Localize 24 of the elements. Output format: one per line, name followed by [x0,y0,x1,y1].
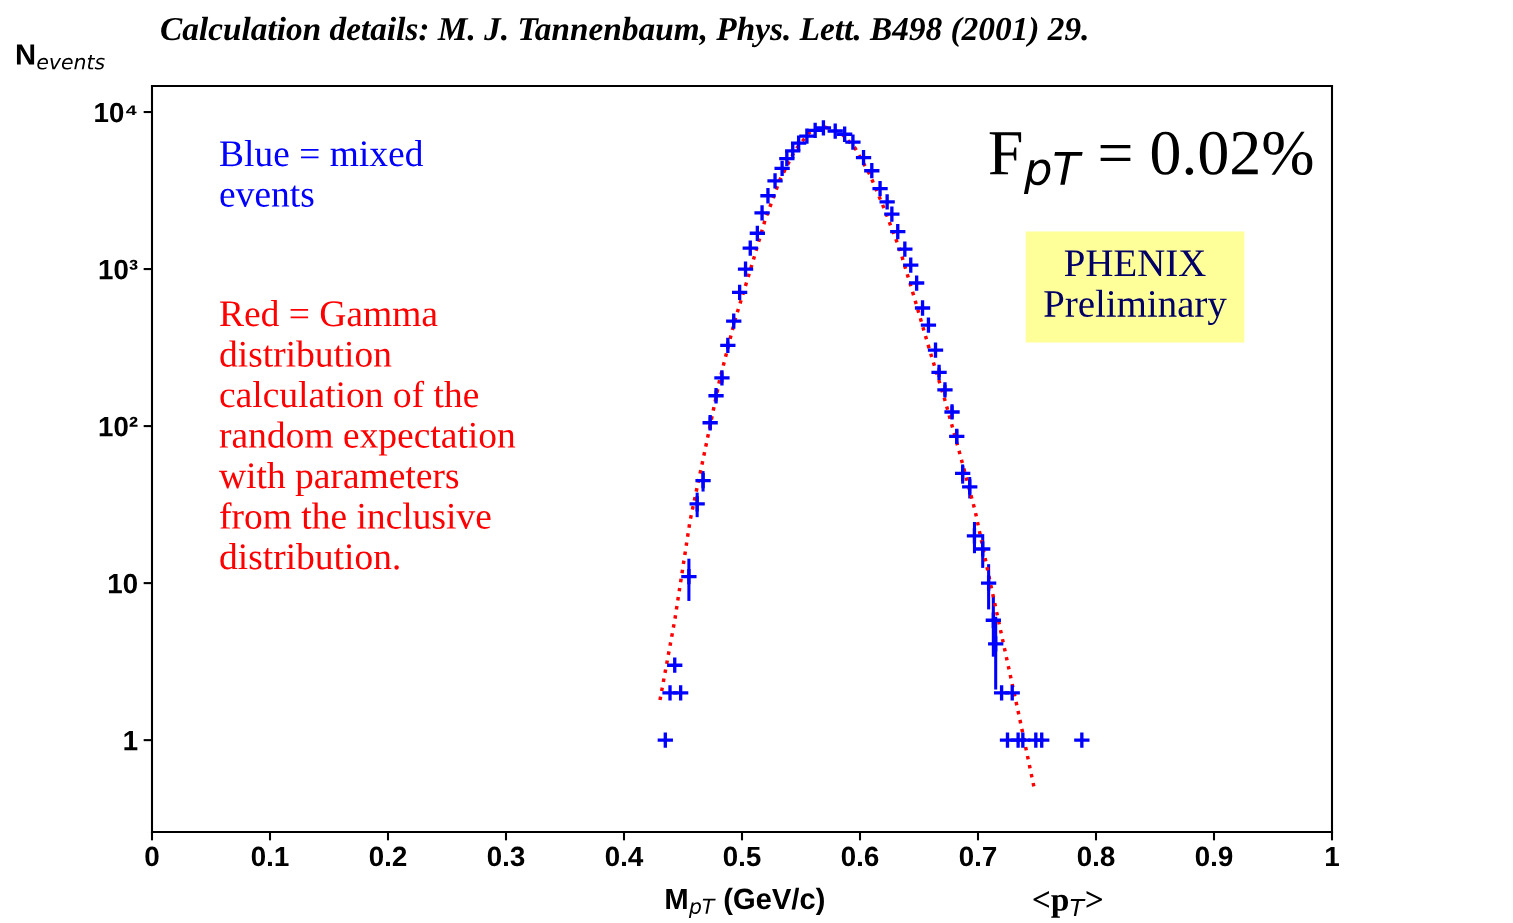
annotation: PHENIX Preliminary [1044,250,1227,326]
y-axis-title: N$_{events}$ [16,44,105,70]
x-tick-label: 0.4 [605,846,644,867]
x-tick-label: 0.7 [959,846,997,867]
x-tick-label: 0.3 [487,846,525,867]
y-tick-label: 10 [108,573,137,594]
annotation: F$_{pT}$ = 0.02% [989,131,1313,194]
annotation: Red = Gamma distribution calculation of the random expectation with parameters from the inclusive distribution. [219,300,516,570]
y-tick-label: 10⁴ [95,102,137,123]
x-tick-label: 0.6 [841,846,879,867]
x-tick-label: 0 [145,846,159,867]
y-tick-label: 1 [124,731,138,751]
x-tick-label: 0.1 [251,846,289,867]
chart-title: Calculation details: M. J. Tannenbaum, Phys. Lett. B498 (2001) 29. [161,16,1087,48]
y-tick-label: 10³ [99,259,138,280]
x-tick-label: 0.5 [723,846,761,867]
x-tick-label: 0.8 [1077,846,1115,867]
text: <p$_{T}$> [1033,891,1103,918]
x-tick-label: 1 [1326,846,1339,867]
x-axis-title: M$_{pT}$ (GeV/c) [666,887,824,918]
x-tick-label: 0.2 [369,846,407,867]
annotation: Blue = mixed events [220,140,423,207]
y-tick-label: 10² [99,416,138,437]
x-tick-label: 0.9 [1195,846,1233,867]
